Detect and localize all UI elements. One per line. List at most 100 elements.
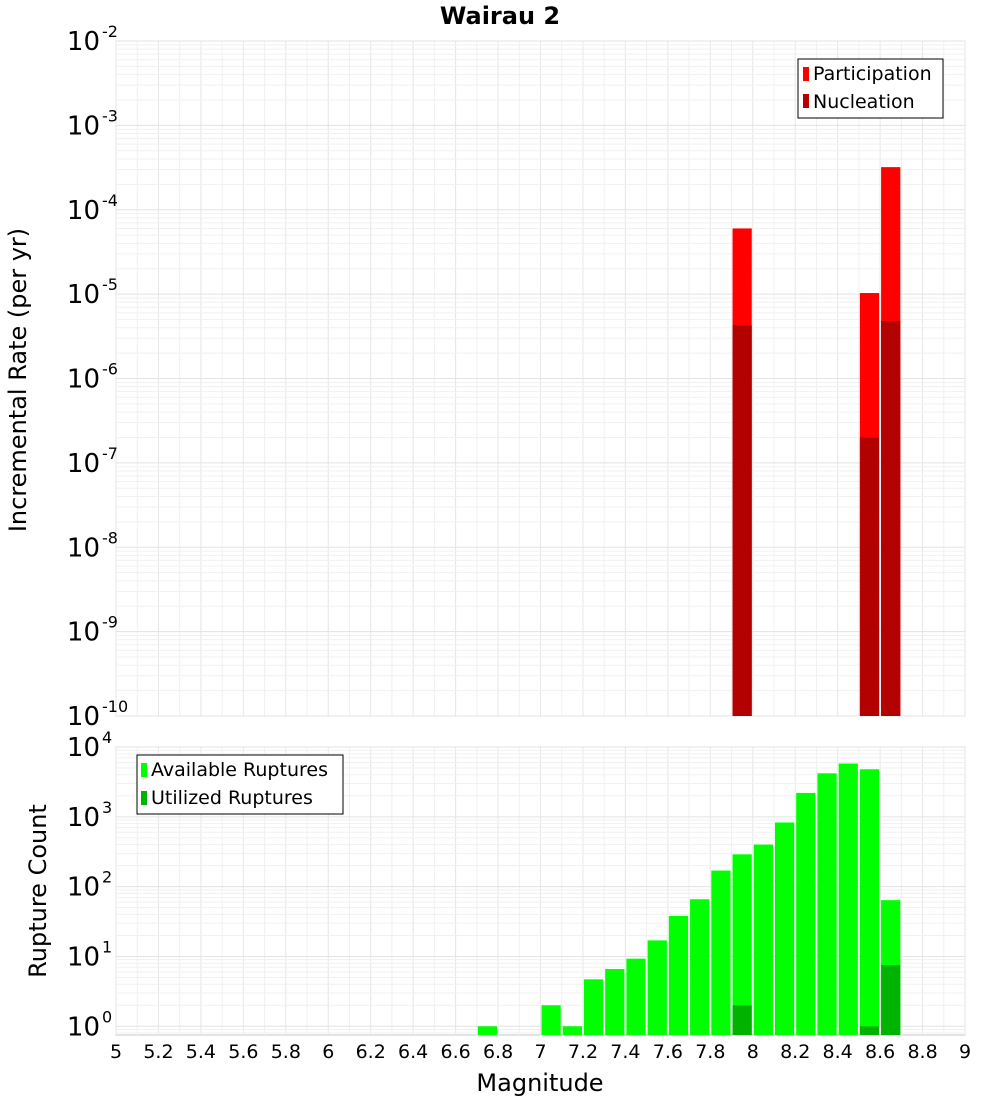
available-ruptures-bar bbox=[626, 958, 646, 1035]
x-tick-label: 6.4 bbox=[398, 1041, 428, 1063]
rate-y-tick-label: 10 -10 bbox=[67, 697, 128, 732]
rate-y-tick-label: 10 -2 bbox=[67, 22, 118, 57]
rate-y-tick-exponent: -7 bbox=[102, 444, 118, 463]
count-legend: Available Ruptures Utilized Ruptures bbox=[136, 754, 344, 815]
rate-y-tick-base: 10 bbox=[67, 365, 100, 395]
available-ruptures-bar bbox=[859, 769, 880, 1035]
x-tick-label: 8.4 bbox=[823, 1041, 853, 1063]
available-ruptures-legend-label: Available Ruptures bbox=[151, 759, 328, 781]
rate-y-tick-exponent: -3 bbox=[102, 106, 118, 125]
x-tick-label: 6 bbox=[322, 1041, 334, 1063]
count-y-tick-exponent: 3 bbox=[102, 798, 112, 817]
available-ruptures-bar bbox=[711, 870, 731, 1035]
rate-grid bbox=[115, 40, 966, 717]
x-tick-label: 7.6 bbox=[653, 1041, 683, 1063]
rate-y-tick-base: 10 bbox=[67, 449, 100, 479]
x-tick-label: 6.6 bbox=[440, 1041, 470, 1063]
utilized-ruptures-bar bbox=[881, 965, 901, 1035]
available-ruptures-bar bbox=[541, 1005, 561, 1035]
rate-y-tick-label: 10 -3 bbox=[67, 106, 118, 141]
rate-legend: Participation Nucleation bbox=[797, 58, 944, 119]
x-tick-label: 6.8 bbox=[483, 1041, 513, 1063]
rate-y-tick-label: 10 -9 bbox=[67, 613, 118, 648]
x-tick-label: 5.2 bbox=[143, 1041, 173, 1063]
x-tick-label: 5.6 bbox=[228, 1041, 258, 1063]
rate-bars bbox=[732, 167, 901, 716]
participation-legend-label: Participation bbox=[813, 63, 932, 85]
count-y-tick-base: 10 bbox=[67, 942, 100, 972]
x-tick-label: 5.4 bbox=[186, 1041, 216, 1063]
nucleation-bar bbox=[732, 325, 752, 716]
x-tick-label: 5 bbox=[110, 1041, 122, 1063]
available-ruptures-bar bbox=[796, 792, 816, 1035]
chart-title: Wairau 2 bbox=[440, 2, 560, 30]
available-ruptures-bar bbox=[477, 1026, 498, 1035]
rate-y-axis-label: Incremental Rate (per yr) bbox=[4, 228, 32, 532]
rate-chart: 10-210-310-410-510-610-710-810-910-10 In… bbox=[4, 22, 966, 732]
available-ruptures-bar bbox=[817, 773, 837, 1035]
nucleation-bar bbox=[859, 437, 880, 716]
available-ruptures-bar bbox=[838, 763, 858, 1035]
x-tick-label: 7.2 bbox=[568, 1041, 598, 1063]
rate-y-tick-exponent: -10 bbox=[102, 697, 128, 716]
rate-y-tick-label: 10 -8 bbox=[67, 528, 118, 563]
available-ruptures-bar bbox=[562, 1026, 582, 1035]
x-tick-label: 8.6 bbox=[865, 1041, 895, 1063]
count-y-tick-label: 10 3 bbox=[67, 798, 112, 833]
x-tick-label: 7.4 bbox=[610, 1041, 640, 1063]
rate-y-tick-base: 10 bbox=[67, 27, 100, 57]
available-ruptures-swatch bbox=[141, 763, 147, 777]
x-tick-label: 7.8 bbox=[695, 1041, 725, 1063]
count-y-tick-label: 10 0 bbox=[67, 1007, 112, 1042]
utilized-ruptures-bar bbox=[732, 1005, 752, 1035]
rate-y-tick-label: 10 -5 bbox=[67, 275, 118, 310]
count-legend-box bbox=[136, 754, 344, 815]
rate-y-tick-base: 10 bbox=[67, 196, 100, 226]
x-tick-label: 8.2 bbox=[780, 1041, 810, 1063]
count-y-axis-label: Rupture Count bbox=[24, 804, 52, 978]
available-ruptures-bar bbox=[647, 940, 667, 1035]
rate-y-tick-base: 10 bbox=[67, 618, 100, 648]
count-y-tick-label: 10 2 bbox=[67, 868, 112, 903]
available-ruptures-bar bbox=[690, 899, 710, 1035]
participation-swatch bbox=[803, 67, 809, 81]
count-y-tick-exponent: 2 bbox=[102, 868, 112, 887]
rate-y-tick-base: 10 bbox=[67, 280, 100, 310]
rate-y-tick-exponent: -6 bbox=[102, 360, 118, 379]
x-axis-label: Magnitude bbox=[476, 1069, 603, 1097]
rate-y-tick-exponent: -2 bbox=[102, 22, 118, 41]
count-y-tick-label: 10 1 bbox=[67, 937, 112, 972]
x-tick-label: 5.8 bbox=[271, 1041, 301, 1063]
utilized-ruptures-swatch bbox=[141, 791, 147, 805]
count-y-tick-exponent: 4 bbox=[102, 728, 112, 747]
count-y-tick-base: 10 bbox=[67, 873, 100, 903]
rate-y-tick-base: 10 bbox=[67, 533, 100, 563]
count-y-tick-base: 10 bbox=[67, 733, 100, 763]
available-ruptures-bar bbox=[668, 915, 689, 1035]
rate-y-tick-exponent: -9 bbox=[102, 613, 118, 632]
x-axis-ticks: 5 5.2 5.4 5.6 5.8 6 6.2 6.4 6.6 6.8 7 7.2 7.4 7.6 7.8 8… bbox=[110, 1041, 971, 1063]
nucleation-bar bbox=[881, 321, 901, 716]
available-ruptures-bar bbox=[732, 854, 752, 1035]
rate-y-tick-label: 10 -4 bbox=[67, 191, 118, 226]
count-bars bbox=[477, 763, 901, 1035]
rate-y-ticks: 10-210-310-410-510-610-710-810-910-10 bbox=[67, 22, 128, 732]
count-y-tick-label: 10 4 bbox=[67, 728, 112, 763]
count-y-tick-base: 10 bbox=[67, 803, 100, 833]
available-ruptures-bar bbox=[605, 969, 625, 1035]
x-tick-label: 7 bbox=[534, 1041, 546, 1063]
nucleation-legend-label: Nucleation bbox=[813, 91, 915, 113]
rate-y-tick-label: 10 -6 bbox=[67, 360, 118, 395]
x-tick-label: 8.8 bbox=[907, 1041, 937, 1063]
count-y-tick-exponent: 0 bbox=[102, 1007, 112, 1026]
utilized-ruptures-legend-label: Utilized Ruptures bbox=[151, 787, 313, 809]
available-ruptures-bar bbox=[753, 844, 773, 1035]
rate-y-tick-label: 10 -7 bbox=[67, 444, 118, 479]
x-tick-label: 6.2 bbox=[356, 1041, 386, 1063]
rate-y-tick-base: 10 bbox=[67, 702, 100, 732]
rate-y-tick-exponent: -4 bbox=[102, 191, 118, 210]
count-y-tick-exponent: 1 bbox=[102, 937, 112, 956]
